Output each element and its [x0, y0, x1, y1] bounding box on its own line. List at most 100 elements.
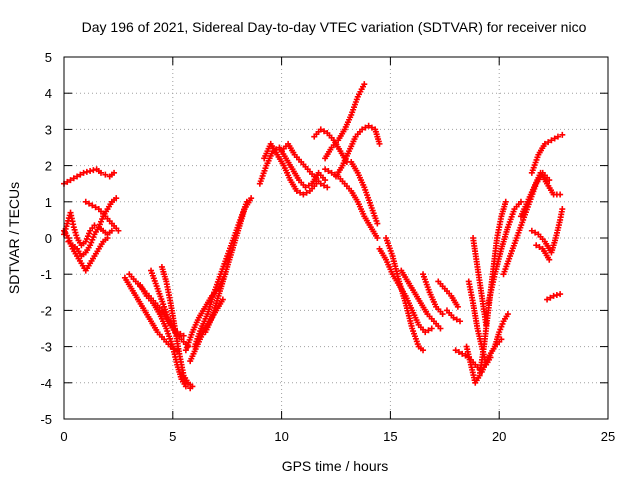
data-point: [528, 227, 535, 234]
data-point: [189, 383, 196, 390]
data-point-fill: [303, 189, 310, 196]
data-point-fill: [90, 167, 97, 174]
grid-lines: [64, 57, 608, 419]
y-tick-label: 3: [45, 122, 52, 137]
data-point: [459, 350, 466, 357]
data-point: [115, 227, 122, 234]
data-point: [420, 347, 427, 354]
data-point: [554, 133, 561, 140]
data-point: [557, 191, 564, 198]
data-point: [483, 321, 490, 328]
y-tick-label: 0: [45, 231, 52, 246]
data-point: [322, 166, 329, 173]
data-point-fill: [64, 178, 71, 185]
data-point-fill: [321, 128, 328, 135]
y-tick-label: -4: [40, 376, 52, 391]
data-point: [91, 222, 98, 229]
data-point-fill: [553, 292, 560, 299]
data-point: [457, 318, 464, 325]
data-point: [487, 354, 494, 361]
data-point: [557, 291, 564, 298]
data-point: [324, 184, 331, 191]
data-point: [248, 195, 255, 202]
x-tick-label: 15: [383, 429, 397, 444]
data-point-fill: [455, 349, 462, 356]
data-point: [365, 122, 372, 129]
y-tick-label: -1: [40, 267, 52, 282]
data-point: [104, 235, 111, 241]
data-point: [74, 173, 81, 180]
y-tick-label: -3: [40, 340, 52, 355]
x-tick-label: 0: [60, 429, 67, 444]
data-point: [541, 140, 548, 147]
data-point: [108, 227, 115, 234]
data-point-fill: [86, 200, 93, 207]
y-tick-label: 4: [45, 86, 52, 101]
y-axis-label: SDTVAR / TECUs: [6, 182, 22, 294]
data-point: [374, 235, 381, 241]
data-point: [67, 177, 74, 184]
data-point: [182, 383, 189, 390]
data-point: [422, 329, 429, 336]
data-point: [302, 184, 309, 191]
data-point-fill: [547, 294, 554, 301]
data-point: [450, 314, 457, 321]
plot-frame: [63, 56, 609, 420]
data-point: [87, 168, 94, 175]
data-point: [559, 131, 566, 138]
data-point: [548, 137, 555, 144]
data-point-fill: [368, 124, 375, 131]
y-tick-label: 2: [45, 159, 52, 174]
data-point-fill: [297, 189, 304, 196]
data-point: [300, 191, 307, 198]
data-point-fill: [305, 182, 312, 189]
data-point: [504, 311, 511, 318]
data-point-fill: [545, 139, 552, 146]
data-point-fill: [321, 182, 328, 189]
data-point: [82, 198, 89, 205]
data-point: [322, 177, 329, 184]
data-point: [361, 81, 368, 88]
data-point: [80, 169, 87, 176]
data-point: [328, 169, 335, 176]
data-point-fill: [77, 171, 84, 178]
data-point: [533, 242, 540, 249]
data-point-fill: [425, 327, 432, 334]
data-point-fill: [453, 316, 460, 323]
data-point: [454, 303, 461, 310]
x-tick-label: 25: [601, 429, 615, 444]
data-point: [317, 180, 324, 187]
data-points: [61, 81, 566, 392]
y-tick-label: -2: [40, 303, 52, 318]
data-point: [544, 296, 551, 303]
x-tick-label: 20: [492, 429, 506, 444]
data-point: [359, 126, 366, 133]
data-point-fill: [532, 229, 539, 236]
data-point: [97, 169, 104, 176]
data-point-fill: [325, 168, 332, 175]
data-point-fill: [70, 175, 77, 182]
data-point-fill: [536, 244, 543, 251]
data-point-fill: [331, 171, 338, 178]
data-point-fill: [362, 124, 369, 131]
data-point: [437, 325, 444, 332]
y-tick-label: -5: [40, 412, 52, 427]
data-point: [317, 126, 324, 133]
data-point: [293, 187, 300, 194]
data-point: [102, 171, 109, 178]
chart-title: Day 196 of 2021, Sidereal Day-to-day VTE…: [82, 19, 587, 35]
data-point-fill: [177, 330, 184, 337]
data-point: [428, 325, 435, 332]
data-point: [113, 195, 120, 202]
data-point: [439, 311, 446, 318]
data-point: [174, 329, 181, 336]
data-point: [546, 256, 553, 263]
tick-labels: 0 5 10 15 20 25 -5 -4 -3 -2 -1 0 1 2 3 4 5: [40, 50, 615, 444]
y-tick-label: 1: [45, 195, 52, 210]
data-point: [559, 206, 566, 213]
x-tick-label: 5: [169, 429, 176, 444]
data-point-fill: [551, 135, 558, 142]
data-point: [89, 202, 96, 209]
data-point: [452, 347, 459, 354]
x-axis-label: GPS time / hours: [282, 458, 389, 474]
